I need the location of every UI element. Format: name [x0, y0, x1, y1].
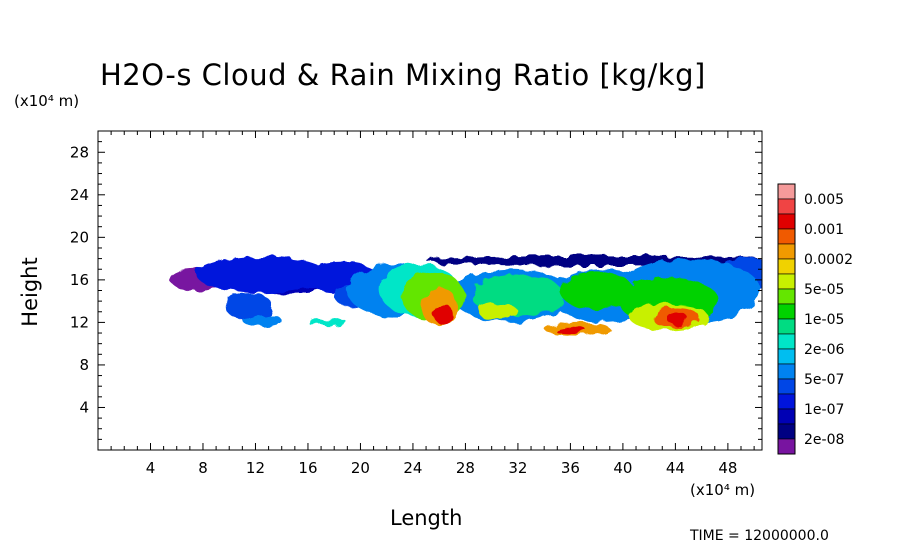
y-tick-label: 16 — [70, 271, 89, 289]
x-tick-label: 12 — [246, 459, 265, 477]
y-tick-label: 12 — [70, 313, 89, 331]
field-region — [307, 319, 348, 326]
field-region — [433, 303, 453, 325]
y-tick-label: 28 — [70, 143, 89, 161]
colorbar-label: 0.005 — [804, 192, 844, 208]
x-tick-label: 8 — [198, 459, 208, 477]
colorbar-label: 1e-07 — [804, 402, 844, 418]
x-tick-label: 32 — [508, 459, 527, 477]
colorbar-swatch — [777, 288, 796, 305]
field-region — [196, 256, 328, 293]
x-axis-unit: (x10⁴ m) — [690, 481, 756, 499]
colorbar-swatch — [777, 363, 796, 380]
x-axis-label: Length — [390, 506, 463, 530]
colorbar-swatch — [777, 303, 796, 320]
mixing-ratio-field — [170, 255, 762, 336]
field-region — [242, 313, 282, 327]
time-label: TIME = 12000000.0 — [690, 528, 829, 544]
colorbar-swatch — [777, 228, 796, 245]
x-tick-label: 40 — [613, 459, 632, 477]
colorbar-label: 2e-08 — [804, 432, 844, 448]
colorbar-label: 2e-06 — [804, 342, 844, 358]
colorbar-swatch — [777, 273, 796, 290]
y-tick-label: 8 — [79, 356, 89, 374]
colorbar-swatch — [777, 438, 796, 455]
field-region — [478, 303, 518, 321]
x-tick-label: 44 — [666, 459, 685, 477]
colorbar-label: 1e-05 — [804, 312, 844, 328]
x-tick-label: 24 — [403, 459, 422, 477]
chart-title: H2O-s Cloud & Rain Mixing Ratio [kg/kg] — [100, 58, 706, 92]
colorbar-swatch — [777, 378, 796, 395]
x-tick-label: 48 — [718, 459, 737, 477]
colorbar-swatch — [777, 243, 796, 260]
colorbar-swatch — [777, 348, 796, 365]
x-tick-label: 28 — [456, 459, 475, 477]
y-tick-label: 20 — [70, 228, 89, 246]
colorbar-legend: 0.005 0.001 0.0002 5e-05 1e-05 2e-06 5e-07 1e-0… — [777, 183, 853, 455]
colorbar-swatch — [777, 333, 796, 350]
colorbar-swatch — [777, 408, 796, 425]
colorbar-label: 0.001 — [804, 222, 844, 238]
colorbar-label: 5e-05 — [804, 282, 844, 298]
y-tick-label: 4 — [79, 398, 89, 416]
colorbar-swatch — [777, 393, 796, 410]
colorbar-swatch — [777, 258, 796, 275]
y-tick-label: 24 — [70, 186, 89, 204]
colorbar-label: 5e-07 — [804, 372, 844, 388]
colorbar-swatch — [777, 183, 796, 200]
field-region — [554, 326, 587, 334]
field-region — [225, 292, 273, 321]
field-region — [559, 271, 634, 310]
x-tick-label: 16 — [298, 459, 317, 477]
colorbar-border — [777, 183, 796, 455]
y-axis-unit: (x10⁴ m) — [14, 92, 80, 110]
x-tick-label: 20 — [351, 459, 370, 477]
x-tick-label: 36 — [561, 459, 580, 477]
colorbar-swatch — [777, 318, 796, 335]
colorbar-swatch — [777, 198, 796, 215]
field-region — [667, 312, 689, 326]
colorbar-swatch — [777, 423, 796, 440]
colorbar-swatch — [777, 213, 796, 230]
colorbar-label: 0.0002 — [804, 252, 853, 268]
x-tick-label: 4 — [146, 459, 156, 477]
